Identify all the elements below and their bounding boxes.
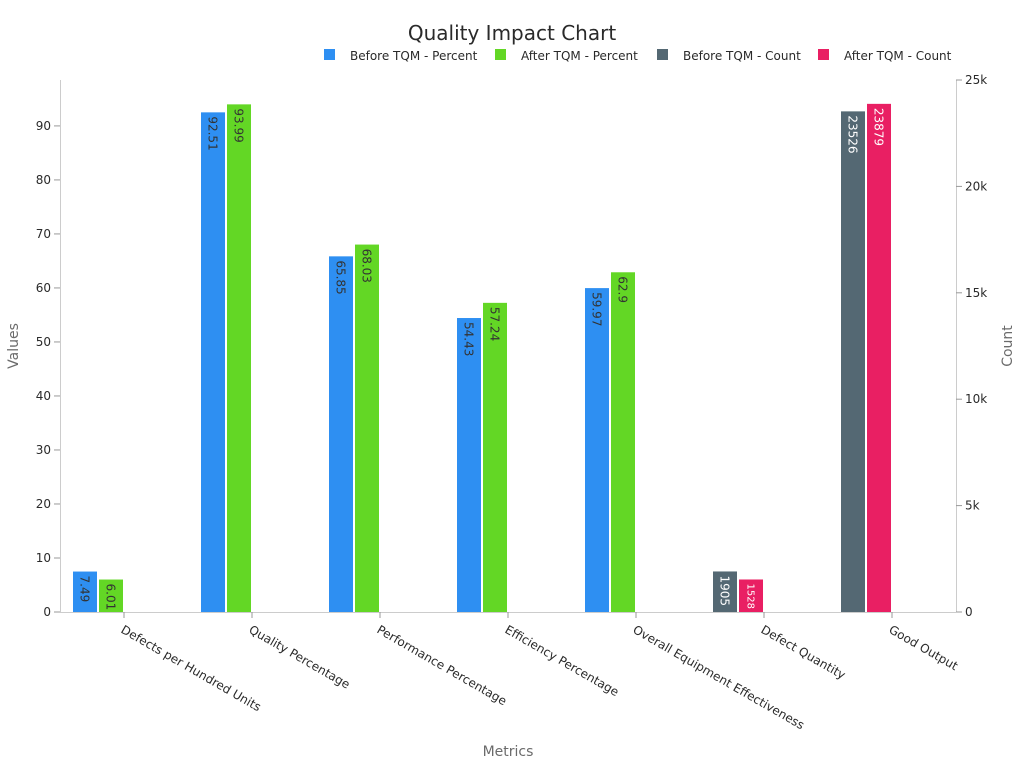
y-tick-label: 0 bbox=[43, 605, 51, 619]
y-tick-label: 80 bbox=[36, 173, 51, 187]
bar-value-label: 59.97 bbox=[590, 292, 604, 326]
legend-swatch bbox=[495, 49, 506, 60]
bar-value-label: 23879 bbox=[872, 108, 886, 146]
bar bbox=[739, 579, 763, 612]
bar bbox=[99, 579, 123, 612]
x-tick-label: Defect Quantity bbox=[759, 622, 848, 682]
y2-axis-title: Count bbox=[1000, 325, 1016, 367]
y-tick-label: 20 bbox=[36, 497, 51, 511]
bar-value-label: 1528 bbox=[745, 583, 756, 608]
bar bbox=[201, 112, 225, 612]
bar bbox=[457, 318, 481, 612]
bar-value-label: 6.01 bbox=[104, 584, 118, 611]
bar bbox=[483, 302, 507, 612]
bar bbox=[713, 571, 737, 612]
y-tick-label: 70 bbox=[36, 227, 51, 241]
y-tick-label: 60 bbox=[36, 281, 51, 295]
legend-label: After TQM - Count bbox=[844, 49, 952, 63]
x-tick-label: Quality Percentage bbox=[247, 622, 353, 691]
axes bbox=[60, 80, 957, 613]
bar-labels: 7.49 6.01 92.51 93.99 65.85 68.03 54.43 57.24 59… bbox=[78, 108, 886, 610]
x-tick-label: Defects per Hundred Units bbox=[119, 622, 264, 714]
y-tick-label: 40 bbox=[36, 389, 51, 403]
bar-value-label: 92.51 bbox=[206, 116, 220, 150]
y2-tick-label: 20k bbox=[965, 179, 987, 193]
legend-label: After TQM - Percent bbox=[521, 49, 638, 63]
bar-value-label: 68.03 bbox=[360, 249, 374, 283]
legend-label: Before TQM - Percent bbox=[350, 49, 478, 63]
legend: Before TQM - Percent After TQM - Percent B… bbox=[324, 49, 952, 63]
y2-tick-label: 10k bbox=[965, 392, 987, 406]
y-tick-label: 90 bbox=[36, 119, 51, 133]
y2-tick-label: 15k bbox=[965, 286, 987, 300]
bar bbox=[73, 571, 97, 612]
bar bbox=[329, 256, 353, 612]
bar bbox=[611, 272, 635, 612]
bar bbox=[585, 288, 609, 612]
y-axis-title: Values bbox=[6, 323, 22, 369]
y-tick-label: 50 bbox=[36, 335, 51, 349]
y2-tick-label: 0 bbox=[965, 605, 973, 619]
legend-label: Before TQM - Count bbox=[683, 49, 801, 63]
bar-value-label: 1905 bbox=[718, 575, 732, 606]
bar bbox=[867, 103, 891, 612]
y-axis-ticks: 0 10 20 30 40 50 60 70 80 90 bbox=[36, 119, 60, 619]
legend-swatch bbox=[324, 49, 335, 60]
x-tick-label: Performance Percentage bbox=[375, 622, 510, 708]
y2-axis-ticks: 0 5k 10k 15k 20k 25k bbox=[956, 73, 987, 619]
bars bbox=[73, 103, 891, 612]
bar-value-label: 7.49 bbox=[78, 576, 92, 603]
bar-value-label: 65.85 bbox=[334, 260, 348, 294]
y2-tick-label: 25k bbox=[965, 73, 987, 87]
bar-value-label: 54.43 bbox=[462, 322, 476, 356]
legend-swatch bbox=[657, 49, 668, 60]
bar-value-label: 57.24 bbox=[488, 307, 502, 341]
bar bbox=[355, 244, 379, 612]
x-tick-label: Good Output bbox=[887, 622, 961, 673]
bar-value-label: 23526 bbox=[846, 115, 860, 153]
x-axis-title: Metrics bbox=[483, 744, 534, 760]
y2-tick-label: 5k bbox=[965, 499, 980, 513]
y-tick-label: 10 bbox=[36, 551, 51, 565]
chart-title: Quality Impact Chart bbox=[408, 21, 616, 45]
bar bbox=[227, 104, 251, 612]
legend-swatch bbox=[818, 49, 829, 60]
bar-value-label: 62.9 bbox=[616, 276, 630, 303]
bar-value-label: 93.99 bbox=[232, 108, 246, 142]
x-tick-label: Efficiency Percentage bbox=[503, 622, 622, 699]
y-tick-label: 30 bbox=[36, 443, 51, 457]
bar bbox=[841, 111, 865, 612]
